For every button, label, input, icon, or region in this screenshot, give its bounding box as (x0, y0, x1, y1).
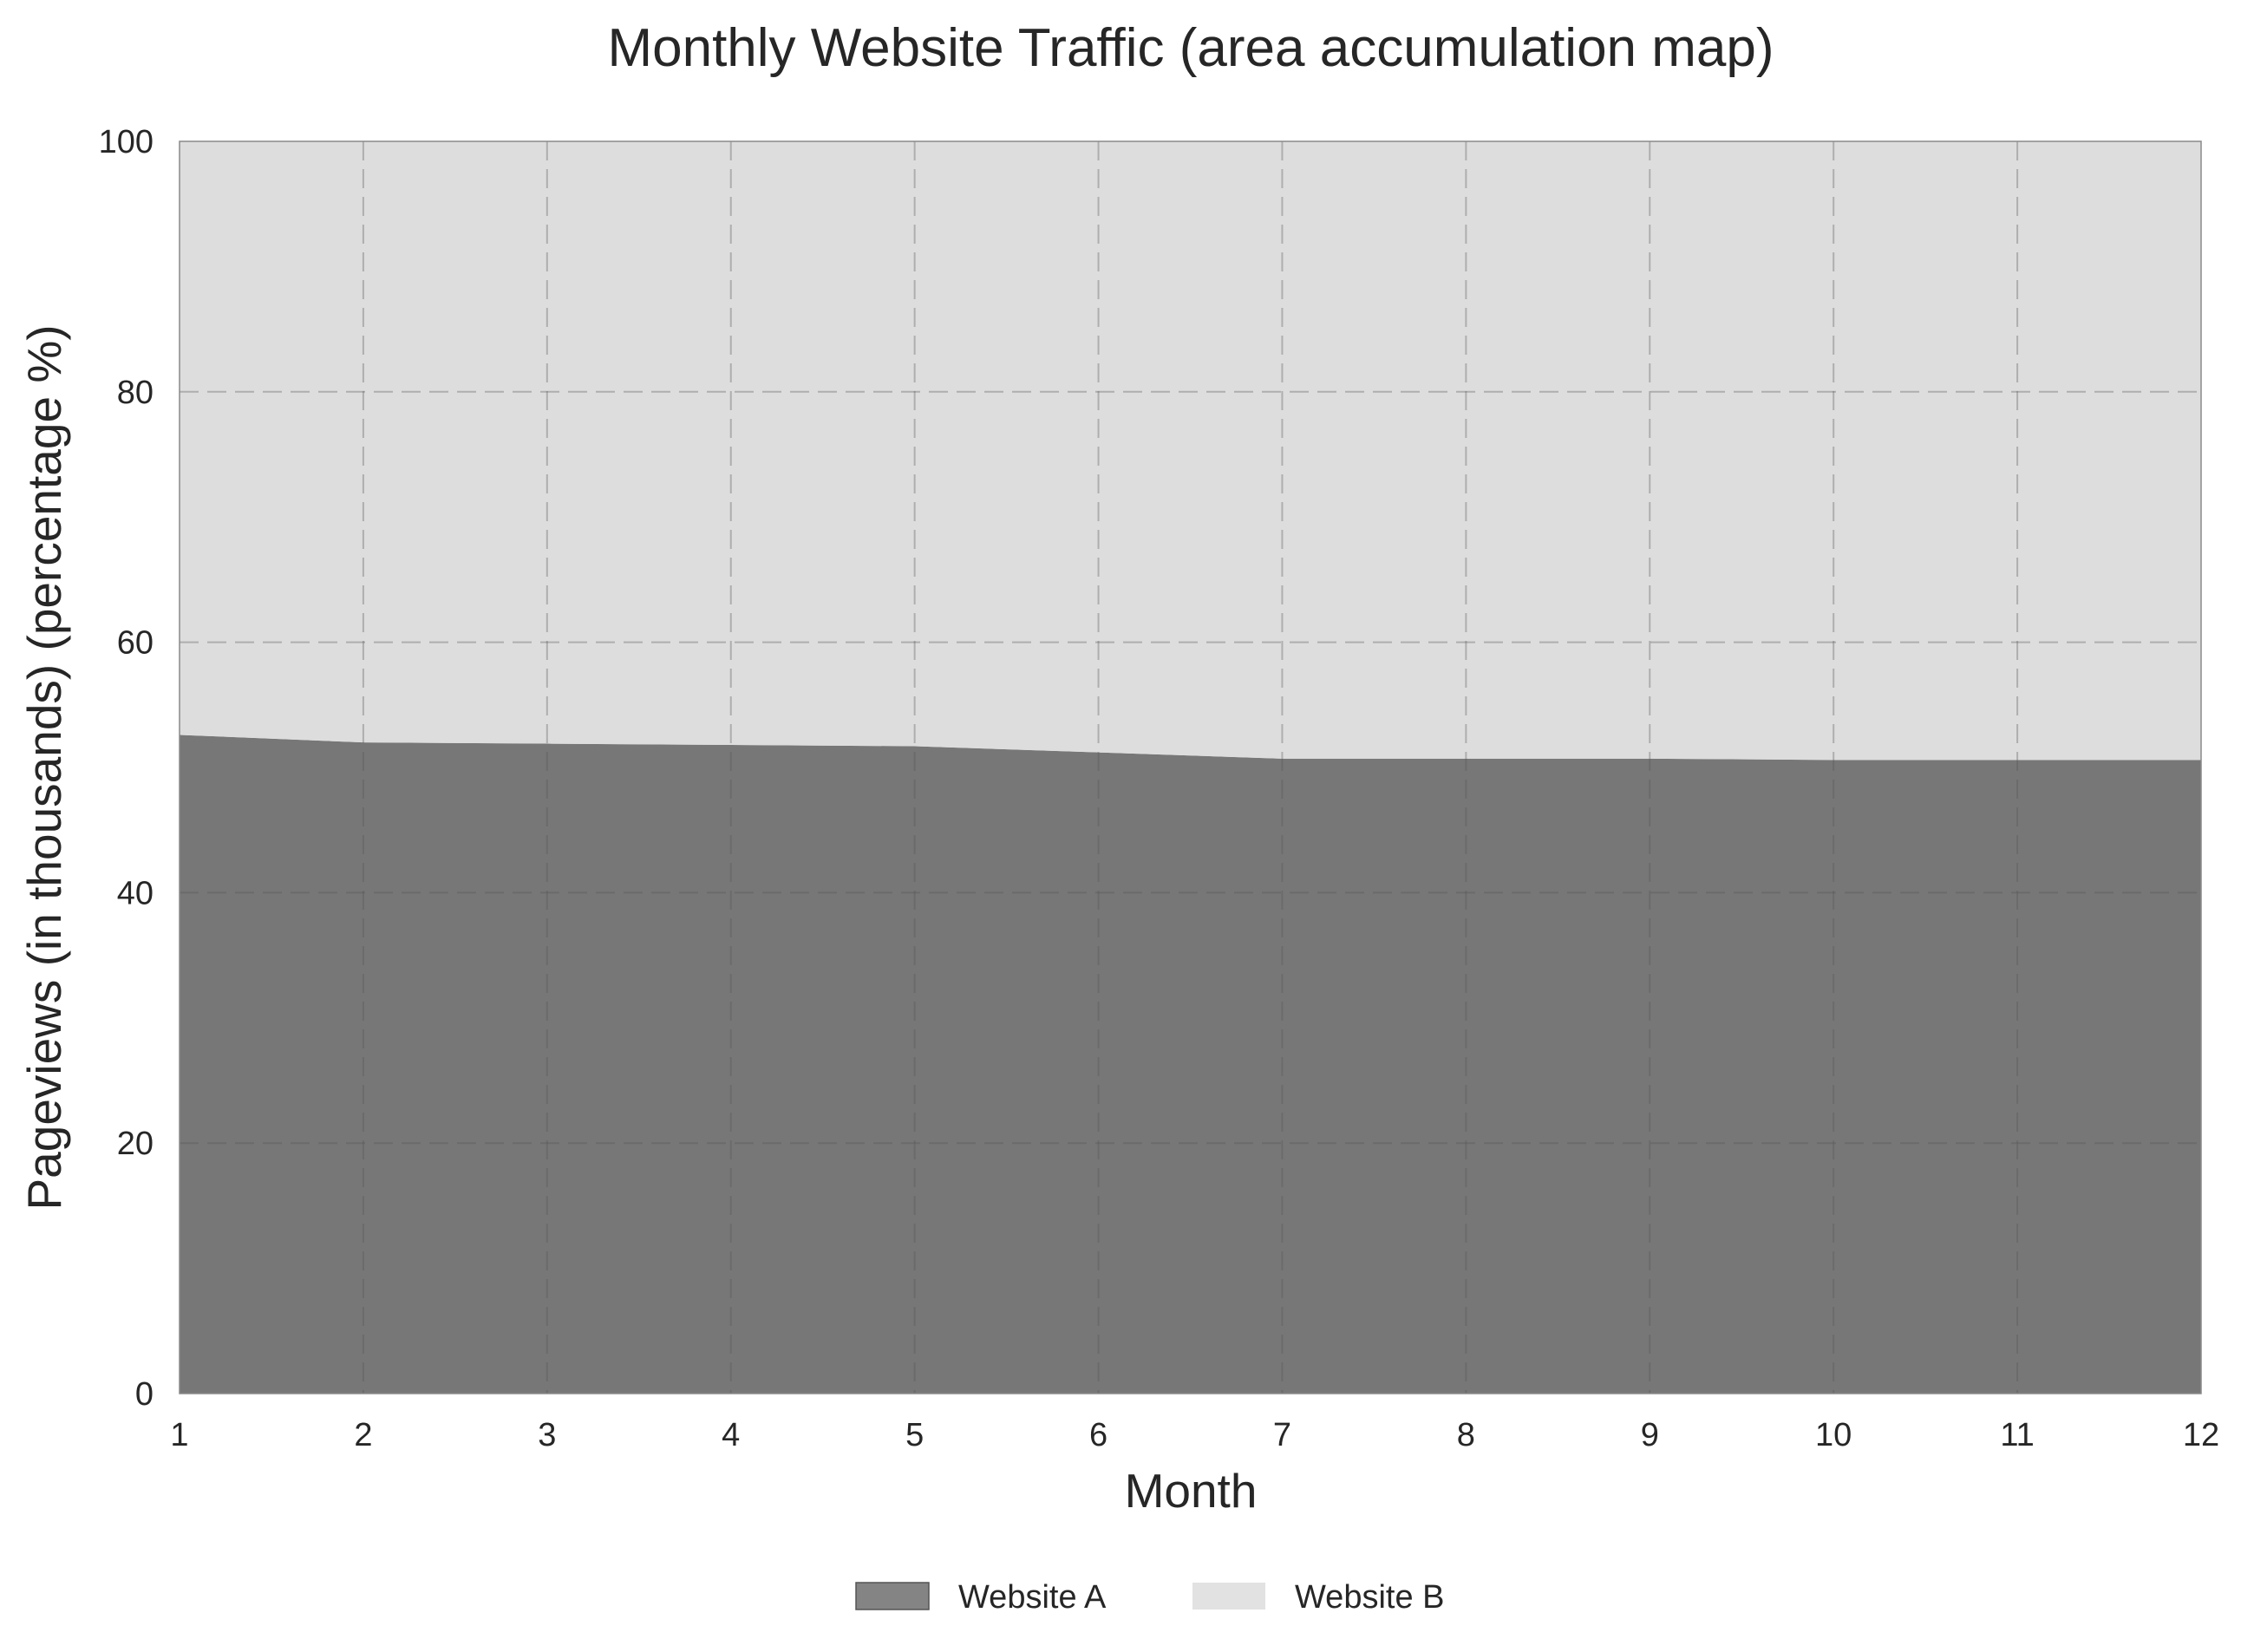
x-tick-label: 10 (1815, 1417, 1852, 1453)
area-website-b (180, 141, 2201, 761)
legend-label-website-b: Website B (1295, 1579, 1444, 1616)
x-tick-label: 6 (1089, 1417, 1107, 1453)
plot-border (179, 140, 2202, 1394)
legend-label-website-a: Website A (958, 1579, 1107, 1616)
legend-swatch-website-b (1192, 1583, 1265, 1610)
stacked-areas (180, 141, 2201, 1394)
x-tick-label: 5 (905, 1417, 924, 1453)
x-tick-label: 12 (2183, 1417, 2219, 1453)
y-axis-ticks: 0 20 40 60 80 100 (99, 124, 154, 1413)
y-tick-label: 20 (117, 1126, 154, 1162)
x-tick-label: 8 (1457, 1417, 1475, 1453)
grid-lines (180, 141, 2201, 1394)
plot-area (179, 140, 2202, 1394)
x-tick-label: 11 (2000, 1417, 2034, 1453)
y-tick-label: 100 (99, 124, 154, 160)
chart-title: Monthly Website Traffic (area accumulati… (607, 18, 1774, 78)
x-tick-label: 1 (170, 1417, 188, 1453)
y-tick-label: 60 (117, 625, 154, 662)
x-tick-label: 3 (538, 1417, 556, 1453)
area-website-a (180, 735, 2201, 1394)
y-tick-label: 80 (117, 375, 154, 411)
legend-swatch-website-a (855, 1582, 930, 1610)
x-axis-ticks: 1 2 3 4 5 6 7 8 9 10 11 12 (170, 1417, 2219, 1453)
legend: Website A Website B (855, 1579, 1444, 1616)
y-tick-label: 0 (135, 1376, 154, 1413)
x-tick-label: 7 (1273, 1417, 1291, 1453)
x-tick-label: 2 (354, 1417, 372, 1453)
y-tick-label: 40 (117, 875, 154, 911)
x-tick-label: 9 (1641, 1417, 1659, 1453)
x-axis-label: Month (1125, 1464, 1258, 1518)
y-axis-label: Pageviews (in thousands) (percentage %) (17, 324, 71, 1210)
x-tick-label: 4 (722, 1417, 740, 1453)
